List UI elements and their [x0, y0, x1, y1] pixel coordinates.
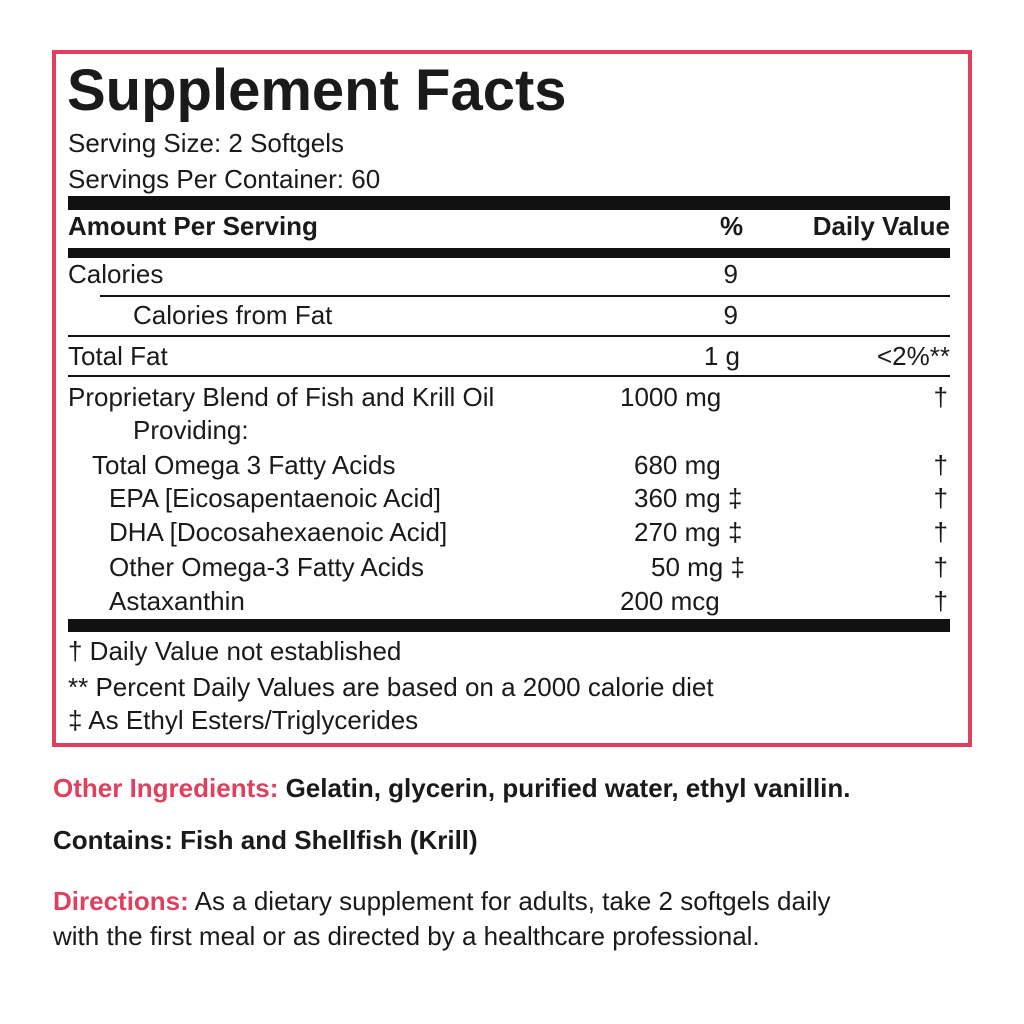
row-dv: † [933, 552, 948, 582]
row-amount: 50 mg ‡ [651, 552, 745, 582]
servings-per-container: Servings Per Container: 60 [68, 164, 381, 194]
footnote: ‡ As Ethyl Esters/Triglycerides [68, 705, 419, 735]
other-ingredients-label: Other Ingredients: [53, 773, 279, 803]
row-dv: † [933, 586, 948, 616]
row-dv: <2%** [877, 341, 950, 371]
row-name: Total Fat [68, 341, 168, 371]
row-amount: 1 g [703, 341, 740, 371]
row-dv: † [933, 450, 948, 480]
row-name: Total Omega 3 Fatty Acids [92, 450, 396, 480]
row-name: Proprietary Blend of Fish and Krill Oil [68, 382, 495, 412]
row-name: Calories [68, 259, 164, 289]
row-amount: 9 [723, 300, 738, 330]
header-percent: % [720, 211, 744, 241]
row-amount: 1000 mg [620, 382, 722, 412]
row-name: Calories from Fat [133, 300, 333, 330]
thick-divider [68, 619, 950, 632]
contains-statement: Contains: Fish and Shellfish (Krill) [53, 825, 478, 855]
row-divider [68, 335, 950, 337]
row-dv: † [933, 517, 948, 547]
row-dv: † [933, 483, 948, 513]
footnote: † Daily Value not established [68, 636, 402, 666]
serving-size: Serving Size: 2 Softgels [68, 128, 345, 158]
footnote: ** Percent Daily Values are based on a 2… [68, 672, 714, 702]
row-amount: 200 mcg [620, 586, 720, 616]
row-divider [68, 375, 950, 377]
row-amount: 270 mg ‡ [634, 517, 743, 547]
thick-divider [68, 196, 950, 210]
directions: Directions: As a dietary supplement for … [53, 888, 831, 914]
medium-divider [68, 248, 950, 258]
supplement-facts-panel [52, 50, 972, 747]
row-name: EPA [Eicosapentaenoic Acid] [109, 483, 441, 513]
directions-line2: with the first meal or as directed by a … [53, 921, 760, 951]
row-name: DHA [Docosahexaenoic Acid] [109, 517, 448, 547]
header-daily-value: Daily Value [812, 211, 950, 241]
row-name: Other Omega-3 Fatty Acids [109, 552, 425, 582]
header-amount: Amount Per Serving [68, 211, 318, 241]
row-name: Providing: [133, 415, 249, 445]
row-amount: 360 mg ‡ [634, 483, 743, 513]
directions-line1: As a dietary supplement for adults, take… [188, 886, 831, 916]
other-ingredients: Other Ingredients: Gelatin, glycerin, pu… [53, 775, 851, 801]
row-name: Astaxanthin [109, 586, 245, 616]
directions-label: Directions: [53, 886, 189, 916]
other-ingredients-text: Gelatin, glycerin, purified water, ethyl… [278, 773, 851, 803]
row-divider [100, 295, 950, 297]
row-amount: 9 [723, 259, 738, 289]
panel-title: Supplement Facts [67, 58, 567, 123]
row-dv: † [933, 382, 948, 412]
row-amount: 680 mg [634, 450, 721, 480]
